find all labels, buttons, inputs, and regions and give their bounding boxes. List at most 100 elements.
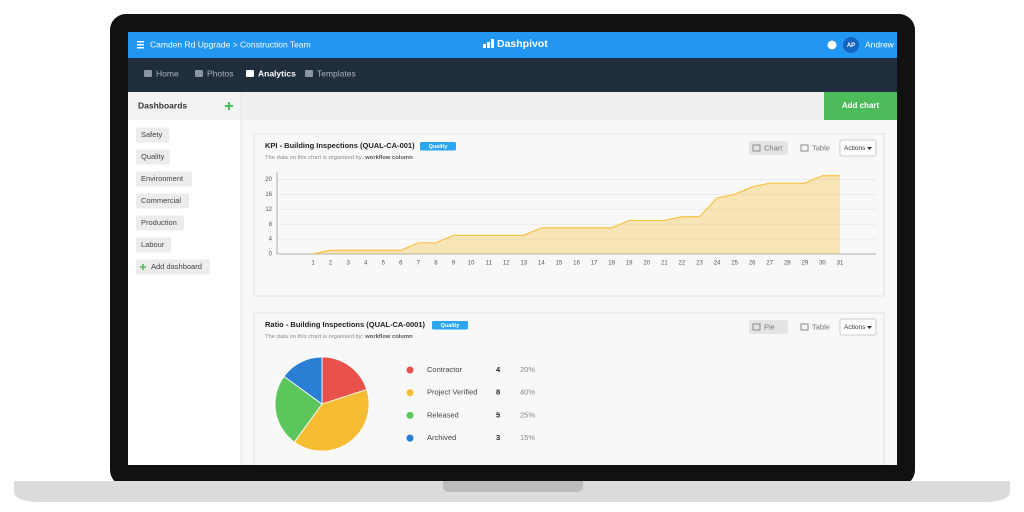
breadcrumb[interactable]: Camden Rd Upgrade > Construction Team — [150, 39, 311, 49]
x-tick-label: 17 — [591, 261, 598, 267]
x-tick-label: 26 — [749, 261, 756, 267]
base-notch — [443, 481, 583, 492]
sidebar-title: Dashboards — [138, 100, 187, 110]
legend-dot — [406, 389, 414, 397]
legend-percent: 40% — [520, 388, 535, 397]
legend-label: Contractor — [427, 365, 463, 374]
view-icon — [800, 323, 809, 331]
view-toggle[interactable]: Chart — [764, 143, 783, 152]
x-tick-label: 5 — [382, 261, 386, 267]
dashboard-pill[interactable] — [136, 127, 169, 143]
dashboard-pill[interactable] — [136, 149, 170, 165]
help-icon[interactable] — [827, 40, 837, 50]
add-dashboard-icon[interactable] — [225, 102, 233, 110]
dashboard-item[interactable]: Production — [141, 218, 177, 227]
add-dashboard-pill[interactable] — [136, 259, 210, 275]
x-tick-label: 13 — [520, 261, 527, 267]
y-tick-label: 4 — [269, 237, 273, 243]
x-tick-label: 6 — [399, 261, 403, 267]
view-icon — [752, 144, 761, 152]
brand-icon — [483, 44, 486, 48]
badge — [420, 142, 456, 151]
nav-item[interactable]: Photos — [207, 68, 233, 78]
screen: Camden Rd Upgrade > Construction Team Das… — [128, 32, 897, 465]
x-tick-label: 18 — [608, 261, 615, 267]
x-tick-label: 10 — [468, 261, 475, 267]
user-name[interactable]: Andrew — [865, 39, 895, 49]
badge-label: Quality — [429, 144, 449, 150]
dashboard-item[interactable]: Environment — [141, 174, 184, 183]
badge-label: Quality — [441, 323, 461, 329]
x-tick-label: 19 — [626, 261, 633, 267]
x-tick-label: 23 — [696, 261, 703, 267]
area-line — [312, 175, 840, 255]
avatar[interactable] — [843, 37, 859, 53]
legend-percent: 25% — [520, 410, 535, 419]
sidebar-header — [128, 92, 241, 120]
x-tick-label: 22 — [679, 261, 686, 267]
pie-slice — [321, 356, 368, 405]
view-icon — [752, 323, 761, 331]
toolbar — [241, 92, 897, 120]
x-tick-label: 16 — [573, 261, 580, 267]
legend-dot — [406, 434, 414, 442]
caret — [867, 147, 872, 150]
dashboard-item[interactable]: Safety — [141, 130, 163, 139]
x-tick-label: 15 — [556, 261, 563, 267]
dashboard-pill[interactable] — [136, 171, 192, 187]
legend-dot — [406, 366, 414, 374]
add-chart-button[interactable] — [824, 92, 897, 120]
nav-item[interactable]: Analytics — [258, 68, 296, 78]
legend-dot — [406, 411, 414, 419]
dashboard-item[interactable]: Quality — [141, 152, 165, 161]
dashboard-pill[interactable] — [136, 215, 184, 231]
pie-slice — [283, 356, 323, 405]
actions-button[interactable] — [839, 139, 877, 157]
legend-count: 3 — [496, 433, 500, 442]
chart-title: KPI - Building Inspections (QUAL-CA-001) — [265, 141, 415, 150]
actions-label[interactable]: Actions — [844, 324, 866, 331]
caret — [867, 326, 872, 329]
nav-item[interactable]: Home — [156, 68, 179, 78]
view-toggle[interactable]: Table — [812, 143, 830, 152]
x-tick-label: 20 — [643, 261, 650, 267]
legend-label: Project Verified — [427, 388, 477, 397]
legend-percent: 20% — [520, 365, 535, 374]
note-field: workflow column — [364, 155, 413, 161]
x-tick-label: 4 — [364, 261, 368, 267]
actions-button[interactable] — [839, 318, 877, 336]
actions-label[interactable]: Actions — [844, 145, 866, 152]
view-toggle[interactable]: Table — [812, 322, 830, 331]
nav-icon — [195, 70, 203, 77]
nav-bar — [128, 58, 897, 92]
legend-count: 5 — [496, 410, 500, 419]
nav-icon — [305, 70, 313, 77]
dashboard-item[interactable]: Labour — [141, 240, 165, 249]
x-tick-label: 21 — [661, 261, 668, 267]
x-tick-label: 14 — [538, 261, 545, 267]
menu-icon[interactable] — [137, 47, 144, 49]
brand-icon — [487, 42, 490, 48]
top-bar — [128, 32, 897, 58]
dashboard-pill[interactable] — [136, 193, 189, 209]
legend-label: Released — [427, 410, 459, 419]
menu-icon[interactable] — [137, 44, 144, 46]
x-tick-label: 9 — [452, 261, 456, 267]
view-toggle[interactable]: Pie — [764, 322, 775, 331]
y-tick-label: 16 — [265, 192, 272, 198]
x-tick-label: 29 — [802, 261, 809, 267]
legend-label: Archived — [427, 433, 456, 442]
x-tick-label: 8 — [434, 261, 438, 267]
chart-card — [253, 133, 885, 297]
x-tick-label: 11 — [486, 261, 493, 267]
add-chart-label[interactable]: Add chart — [842, 101, 880, 110]
x-tick-label: 28 — [784, 261, 791, 267]
legend-count: 8 — [496, 388, 500, 397]
menu-icon[interactable] — [137, 41, 144, 43]
chart-note: The data on this chart is organised by: w… — [265, 155, 413, 161]
dashboard-pill[interactable] — [136, 237, 171, 253]
dashboard-item[interactable]: Commercial — [141, 196, 181, 205]
note-text: The data on this chart is organised by: — [265, 334, 364, 340]
add-dashboard[interactable]: Add dashboard — [151, 262, 202, 271]
nav-item[interactable]: Templates — [317, 68, 356, 78]
